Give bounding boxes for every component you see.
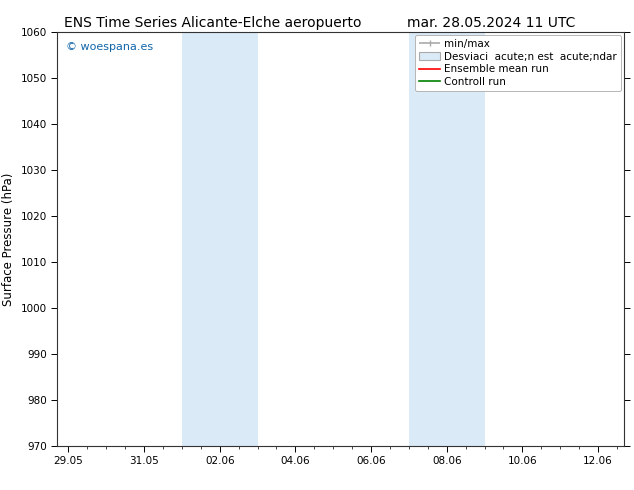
Legend: min/max, Desviaci  acute;n est  acute;ndar, Ensemble mean run, Controll run: min/max, Desviaci acute;n est acute;ndar… [415,35,621,91]
Text: ENS Time Series Alicante-Elche aeropuerto: ENS Time Series Alicante-Elche aeropuert… [63,16,361,30]
Text: mar. 28.05.2024 11 UTC: mar. 28.05.2024 11 UTC [407,16,576,30]
Bar [409,32,484,446]
Bar [182,32,257,446]
Text: © woespana.es: © woespana.es [65,42,153,52]
Y-axis label: Surface Pressure (hPa): Surface Pressure (hPa) [2,172,15,306]
